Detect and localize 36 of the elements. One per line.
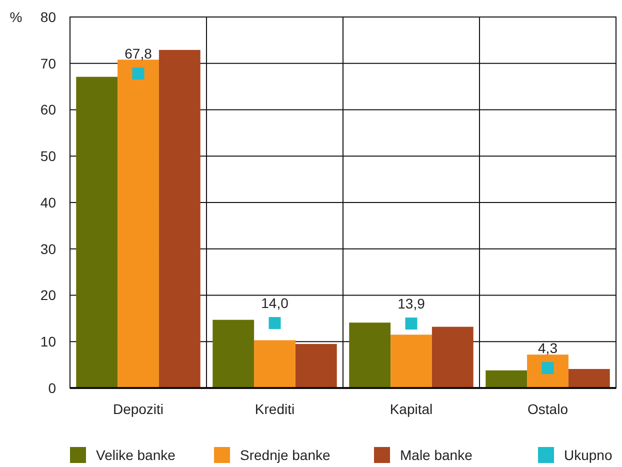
data-label: 13,9: [398, 296, 426, 312]
legend-label: Srednje banke: [240, 446, 331, 463]
data-label: 67,8: [124, 46, 152, 62]
y-tick-label: 40: [40, 194, 56, 210]
bar: [432, 326, 474, 388]
y-tick-label: 70: [40, 55, 56, 72]
bar: [568, 368, 610, 388]
y-tick-label: 60: [40, 102, 56, 118]
bar: [349, 322, 391, 388]
data-label: 14,0: [261, 295, 289, 312]
bar: [158, 50, 200, 388]
x-tick-label: Krediti: [254, 401, 295, 417]
x-tick-label: Depoziti: [112, 401, 164, 417]
legend-label: Ukupno: [564, 446, 612, 463]
bar: [390, 334, 432, 388]
y-axis-title: %: [10, 8, 22, 25]
legend-label: Velike banke: [96, 446, 176, 463]
bar: [76, 76, 118, 388]
point: [268, 317, 281, 330]
bar: [212, 320, 254, 388]
bar: [295, 344, 337, 388]
bar: [254, 340, 296, 388]
y-tick-label: 10: [40, 334, 56, 350]
y-tick-label: 30: [40, 240, 56, 257]
y-tick-label: 20: [40, 287, 56, 304]
bar: [486, 370, 528, 388]
y-tick-label: 80: [40, 8, 56, 25]
x-tick-label: Kapital: [390, 401, 433, 417]
data-label: 4,3: [538, 340, 558, 356]
bar: [118, 60, 159, 388]
point: [405, 318, 418, 330]
point: [132, 68, 144, 80]
y-tick-label: 0: [48, 380, 56, 396]
legend-label: Male banke: [400, 446, 473, 463]
y-tick-label: 50: [40, 148, 56, 164]
x-tick-label: Ostalo: [528, 401, 568, 417]
